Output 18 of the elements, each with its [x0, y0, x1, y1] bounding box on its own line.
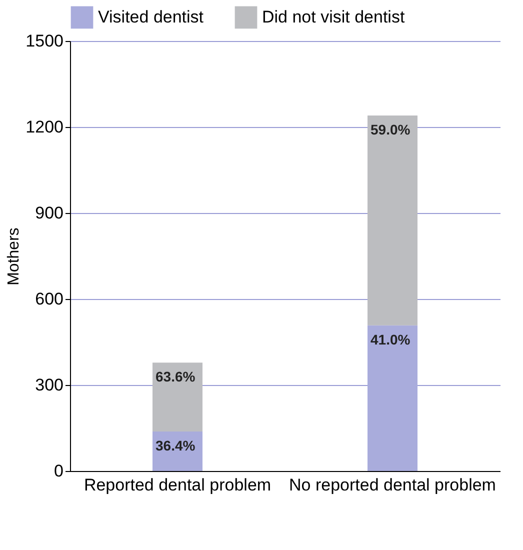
bar: [368, 116, 418, 326]
annotation: 41.0%: [370, 331, 411, 348]
y-axis-title: Mothers: [6, 228, 23, 286]
bar: [368, 325, 418, 471]
annotation: 63.6%: [156, 368, 196, 385]
y-tick-label: 900: [35, 204, 64, 222]
y-tick-label: 600: [35, 290, 64, 308]
x-tick-label: No reported dental problem: [289, 476, 496, 494]
y-tick-label: 300: [35, 376, 64, 394]
y-tick-label: 0: [54, 462, 64, 480]
y-tick-label: 1500: [26, 32, 64, 50]
y-tick-label: 1200: [26, 118, 64, 136]
bar: [152, 362, 202, 432]
legend-label: Visited dentist: [98, 7, 204, 26]
annotation: 36.4%: [156, 437, 196, 454]
x-tick-label: Reported dental problem: [84, 476, 272, 494]
legend-label: Did not visit dentist: [262, 7, 405, 26]
annotation: 59.0%: [370, 122, 411, 138]
